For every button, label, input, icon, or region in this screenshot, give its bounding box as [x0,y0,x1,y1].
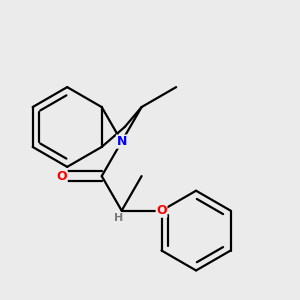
Text: H: H [114,213,123,223]
Text: O: O [56,169,67,183]
Text: O: O [156,204,167,217]
Text: N: N [116,135,127,148]
